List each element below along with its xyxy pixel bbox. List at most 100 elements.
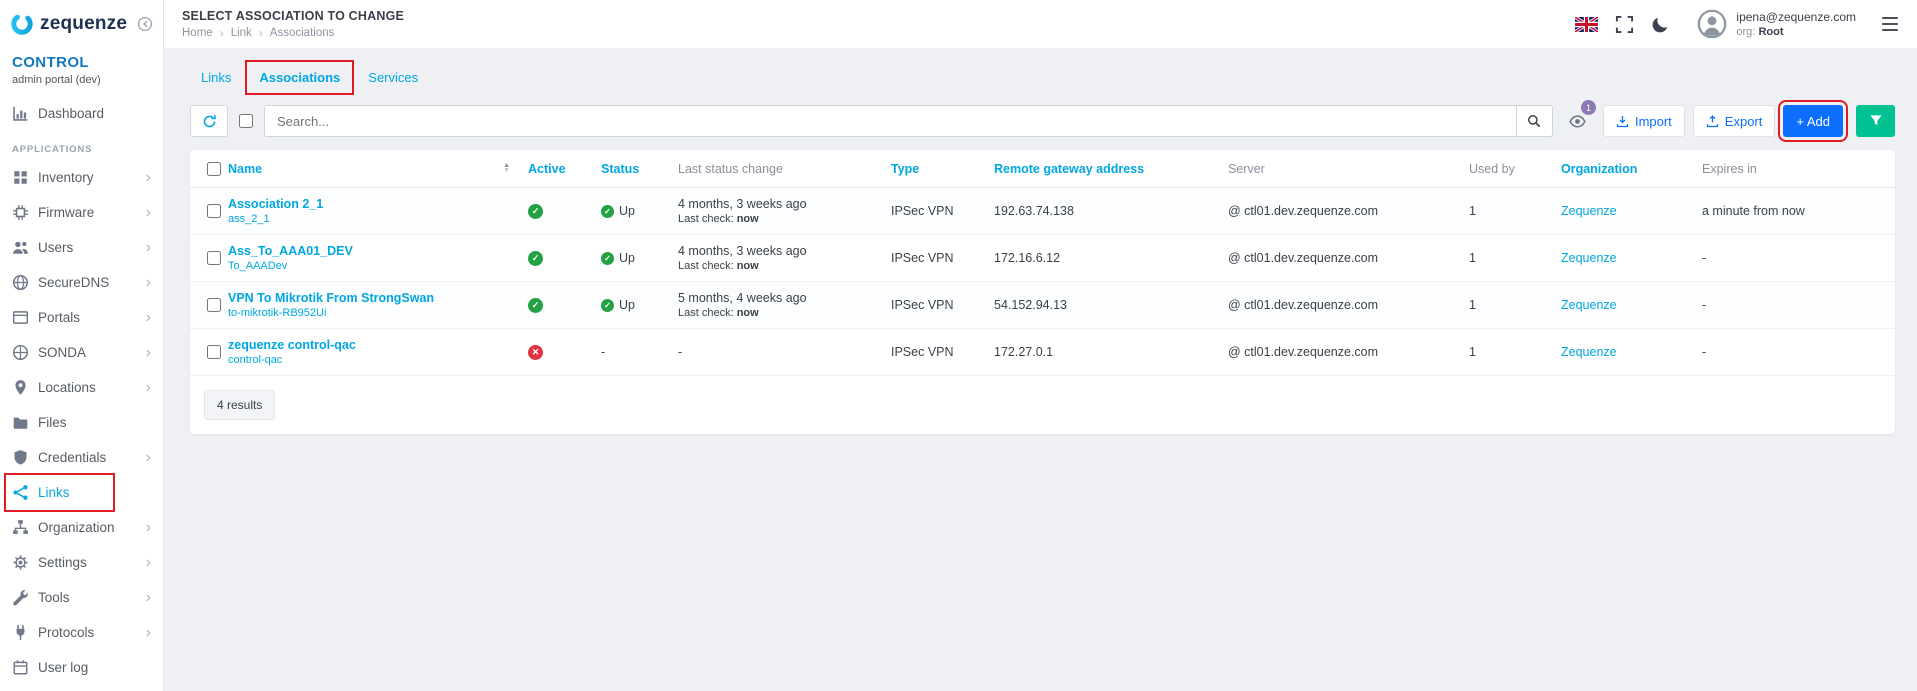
sidebar-item-label: Dashboard (38, 106, 105, 121)
association-subname-link[interactable]: to-mikrotik-RB952Ui (228, 307, 327, 319)
chevron-right-icon: › (145, 308, 151, 326)
expires-cell: - (1702, 345, 1707, 359)
row-checkbox[interactable] (207, 345, 221, 359)
sidebar-item-portals[interactable]: Portals › (0, 300, 163, 335)
sidebar-item-label: Settings (38, 555, 87, 570)
last-status-change-cell: 4 months, 3 weeks ago Last check: now (678, 237, 891, 279)
type-cell: IPSec VPN (891, 298, 954, 312)
sidebar-item-securedns[interactable]: SecureDNS › (0, 265, 163, 300)
sidebar-item-organization[interactable]: Organization › (0, 510, 163, 545)
column-header-remote-gateway-address[interactable]: Remote gateway address (994, 161, 1145, 176)
language-flag-icon[interactable] (1575, 16, 1599, 32)
sidebar-item-files[interactable]: Files (0, 405, 163, 440)
association-name-link[interactable]: zequenze control-qac (228, 338, 356, 352)
association-name-link[interactable]: Ass_To_AAA01_DEV (228, 244, 353, 258)
chevron-right-icon: › (145, 273, 151, 291)
add-button[interactable]: + Add (1778, 100, 1848, 142)
column-header-type[interactable]: Type (891, 161, 920, 176)
association-subname-link[interactable]: To_AAADev (228, 260, 288, 272)
last-change-text: - (678, 345, 683, 359)
organization-link[interactable]: Zequenze (1561, 345, 1617, 359)
chip-icon (12, 204, 29, 221)
breadcrumb-item-home[interactable]: Home (182, 26, 213, 39)
organization-link[interactable]: Zequenze (1561, 251, 1617, 265)
column-header-active[interactable]: Active (528, 161, 566, 176)
toolbar: 1 Import Export + Add (190, 100, 1895, 142)
association-subname-link[interactable]: ass_2_1 (228, 213, 270, 225)
last-status-change-cell: - (678, 338, 891, 366)
tab-links[interactable]: Links (201, 70, 232, 85)
search-input[interactable] (264, 105, 1516, 137)
server-cell: @ ctl01.dev.zequenze.com (1228, 204, 1379, 218)
last-change-text: 4 months, 3 weeks ago (678, 244, 807, 258)
inventory-icon (12, 169, 29, 186)
sidebar-item-inventory[interactable]: Inventory › (0, 160, 163, 195)
fullscreen-icon[interactable] (1615, 15, 1634, 34)
sitemap-icon (12, 519, 29, 536)
results-count-badge: 4 results (204, 390, 276, 420)
column-header-server: Server (1228, 161, 1265, 176)
sidebar-nav: Dashboard APPLICATIONS Inventory › Firmwar… (0, 96, 163, 685)
filter-button[interactable] (1856, 105, 1895, 137)
column-header-status[interactable]: Status (601, 161, 640, 176)
column-header-name[interactable]: Name ▲ ▼ (228, 161, 510, 176)
server-cell: @ ctl01.dev.zequenze.com (1228, 345, 1379, 359)
association-subname-link[interactable]: control-qac (228, 354, 283, 366)
zequenze-logo-icon (11, 13, 33, 35)
sidebar-item-users[interactable]: Users › (0, 230, 163, 265)
last-check-text: Last check: now (678, 307, 759, 319)
server-cell: @ ctl01.dev.zequenze.com (1228, 298, 1379, 312)
export-button[interactable]: Export (1692, 105, 1776, 137)
organization-link[interactable]: Zequenze (1561, 298, 1617, 312)
import-button[interactable]: Import (1602, 105, 1685, 137)
window-icon (12, 309, 29, 326)
sidebar-item-protocols[interactable]: Protocols › (0, 615, 163, 650)
table-row: Association 2_1 ass_2_1 ✓ ✓ Up 4 months, … (190, 188, 1895, 235)
sidebar-item-sonda[interactable]: SONDA › (0, 335, 163, 370)
sidebar-item-links[interactable]: Links (0, 473, 163, 512)
avatar-icon (1697, 9, 1727, 39)
logo-row: zequenze (0, 0, 163, 48)
row-checkbox[interactable] (207, 298, 221, 312)
sidebar-item-credentials[interactable]: Credentials › (0, 440, 163, 475)
portal-subtitle: admin portal (dev) (12, 74, 101, 86)
association-name-link[interactable]: VPN To Mikrotik From StrongSwan (228, 291, 435, 305)
sidebar-item-firmware[interactable]: Firmware › (0, 195, 163, 230)
breadcrumb-item-link[interactable]: Link (230, 26, 252, 39)
sidebar-item-tools[interactable]: Tools › (0, 580, 163, 615)
table-row: zequenze control-qac control-qac ✕ - - I… (190, 329, 1895, 376)
sidebar-item-locations[interactable]: Locations › (0, 370, 163, 405)
type-cell: IPSec VPN (891, 251, 954, 265)
sidebar-item-dashboard[interactable]: Dashboard (0, 96, 163, 131)
dark-mode-icon[interactable] (1651, 15, 1670, 34)
gateway-cell: 172.16.6.12 (994, 251, 1061, 265)
sidebar-item-label: Portals (38, 310, 81, 325)
sidebar-item-user-log[interactable]: User log (0, 650, 163, 685)
collapse-sidebar-button[interactable] (137, 16, 153, 32)
name-cell: Association 2_1 ass_2_1 (228, 190, 528, 232)
organization-cell: Zequenze (1561, 298, 1702, 312)
active-indicator-icon: ✓ (528, 298, 543, 313)
select-all-checkbox-toolbar[interactable] (239, 114, 253, 128)
tab-services[interactable]: Services (368, 70, 419, 85)
row-checkbox[interactable] (207, 251, 221, 265)
tab-associations[interactable]: Associations (245, 60, 355, 95)
association-name-link[interactable]: Association 2_1 (228, 197, 324, 211)
hamburger-menu-icon[interactable] (1881, 16, 1899, 32)
chevron-right-icon: › (145, 448, 151, 466)
refresh-button[interactable] (190, 105, 228, 137)
sidebar-item-settings[interactable]: Settings › (0, 545, 163, 580)
column-header-organization[interactable]: Organization (1561, 161, 1638, 176)
user-menu[interactable]: ipena@zequenze.com org: Root (1697, 9, 1856, 39)
organization-link[interactable]: Zequenze (1561, 204, 1617, 218)
visibility-button[interactable]: 1 (1561, 100, 1596, 137)
main-content: Links Associations Services 1 Import Expor… (164, 49, 1917, 691)
breadcrumb: Home › Link › Associations (182, 26, 404, 40)
row-checkbox[interactable] (207, 204, 221, 218)
active-indicator-icon: ✕ (528, 345, 543, 360)
search-button[interactable] (1515, 105, 1553, 137)
active-cell: ✓ (528, 250, 601, 266)
select-all-checkbox[interactable] (207, 161, 221, 176)
wrench-icon (12, 589, 29, 606)
search-wrap (264, 105, 1553, 137)
